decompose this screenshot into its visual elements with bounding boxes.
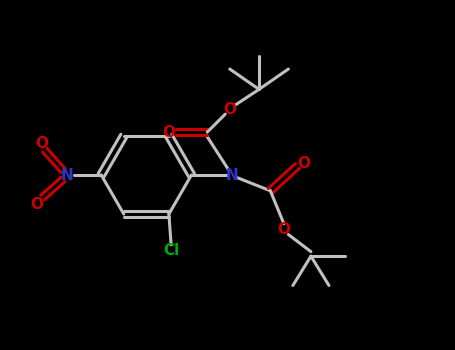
Text: O: O — [298, 156, 311, 171]
Text: N: N — [226, 168, 238, 182]
Text: O: O — [223, 102, 236, 117]
Text: O: O — [30, 197, 44, 212]
Text: O: O — [162, 125, 175, 140]
Text: N: N — [61, 168, 74, 182]
Text: O: O — [278, 222, 290, 237]
Text: O: O — [35, 136, 48, 151]
Text: Cl: Cl — [163, 243, 179, 258]
